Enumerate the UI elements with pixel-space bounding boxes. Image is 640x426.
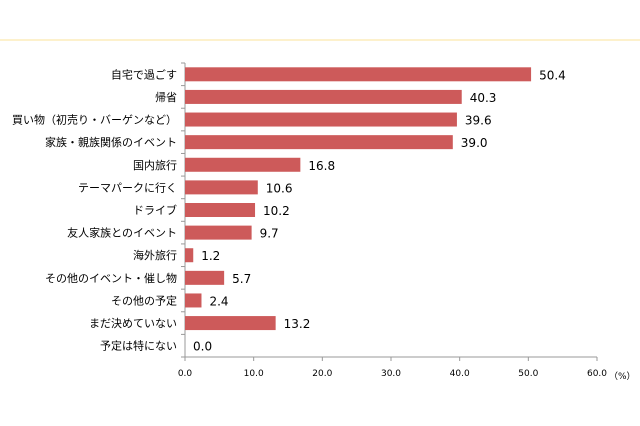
category-label: ドライブ xyxy=(133,203,177,217)
category-label: その他のイベント・催し物 xyxy=(45,271,177,285)
category-label: 家族・親族関係のイベント xyxy=(45,135,177,149)
data-label: 39.6 xyxy=(465,114,492,128)
x-tick-label: 30.0 xyxy=(381,369,401,379)
bar xyxy=(185,248,194,263)
bar xyxy=(185,157,301,172)
category-label: その他の予定 xyxy=(111,293,177,307)
category-label: 国内旅行 xyxy=(133,158,177,172)
data-label: 13.2 xyxy=(284,317,311,331)
category-label: テーマパークに行く xyxy=(78,181,177,194)
bar xyxy=(185,180,258,195)
category-label: まだ決めていない xyxy=(89,317,177,330)
data-label: 1.2 xyxy=(201,249,220,263)
x-tick-label: 20.0 xyxy=(312,369,332,379)
category-label: 友人家族とのイベント xyxy=(67,226,177,240)
bar xyxy=(185,67,532,82)
data-label: 2.4 xyxy=(209,294,228,308)
x-tick-label: 0.0 xyxy=(178,369,193,379)
category-label: 海外旅行 xyxy=(133,248,177,262)
x-tick-label: 60.0 xyxy=(587,369,607,379)
x-tick-label: 50.0 xyxy=(518,369,538,379)
x-tick-label: 10.0 xyxy=(244,369,264,379)
data-label: 10.6 xyxy=(266,181,293,195)
bar xyxy=(185,225,252,240)
data-label: 5.7 xyxy=(232,272,251,286)
bar xyxy=(185,270,225,285)
top-divider xyxy=(0,39,640,41)
category-label: 買い物（初売り・バーゲンなど） xyxy=(12,113,177,127)
bar xyxy=(185,135,453,150)
category-label: 自宅で過ごす xyxy=(111,67,177,81)
data-label: 39.0 xyxy=(461,136,488,150)
data-label: 16.8 xyxy=(308,159,335,173)
category-label: 予定は特にない xyxy=(100,339,177,353)
x-tick-label: 40.0 xyxy=(450,369,470,379)
data-label: 0.0 xyxy=(193,340,212,354)
bar xyxy=(185,203,256,217)
data-label: 9.7 xyxy=(260,227,279,241)
bar xyxy=(185,112,457,127)
data-label: 50.4 xyxy=(539,68,566,82)
bar xyxy=(185,293,202,308)
bar xyxy=(185,316,276,331)
data-label: 10.2 xyxy=(263,204,290,218)
x-unit-label: （%） xyxy=(609,371,636,382)
category-label: 帰省 xyxy=(155,91,177,104)
data-label: 40.3 xyxy=(470,91,497,105)
bar xyxy=(185,89,462,104)
